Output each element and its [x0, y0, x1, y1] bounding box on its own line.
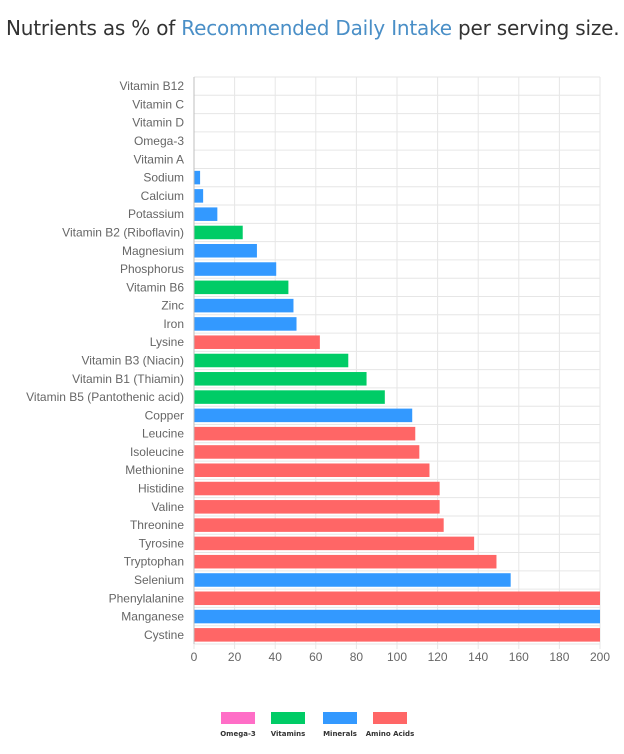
bar	[194, 481, 440, 496]
y-category-label: Methionine	[125, 463, 184, 477]
bar	[194, 353, 349, 368]
y-category-label: Omega-3	[134, 134, 184, 148]
rdi-link[interactable]: Recommended Daily Intake	[181, 16, 452, 40]
nutrient-bar-chart: 0 20 40 60 80 100 120 140 160 180 200 Vitamin B12 Vi…	[26, 76, 610, 664]
x-tick-label: 200	[590, 650, 610, 664]
bar	[194, 225, 243, 240]
chart-heading: Nutrients as % of Recommended Daily Inta…	[6, 16, 620, 40]
legend-label: Vitamins	[270, 730, 306, 738]
legend-item[interactable]: Minerals	[310, 712, 370, 738]
bar	[194, 445, 420, 459]
y-category-label: Vitamin C	[132, 97, 184, 111]
y-category-label: Vitamin B3 (Niacin)	[82, 354, 184, 368]
y-category-label: Tyrosine	[139, 536, 185, 550]
bar	[194, 170, 201, 185]
legend-item[interactable]: Omega-3	[208, 712, 268, 738]
y-category-label: Lysine	[150, 335, 185, 349]
legend-label: Minerals	[323, 730, 357, 738]
bar	[194, 298, 294, 313]
x-tick-label: 100	[387, 650, 407, 664]
y-category-label: Vitamin B5 (Pantothenic acid)	[26, 390, 184, 404]
y-category-label: Histidine	[138, 482, 184, 496]
bar	[194, 408, 413, 423]
y-category-label: Vitamin B1 (Thiamin)	[72, 372, 184, 386]
y-category-label: Valine	[152, 500, 185, 514]
y-category-label: Calcium	[141, 189, 184, 203]
bar	[194, 609, 600, 624]
bar	[194, 243, 257, 258]
bar	[194, 573, 511, 587]
bar	[194, 463, 430, 478]
y-category-label: Sodium	[143, 171, 184, 185]
bar	[194, 500, 440, 514]
y-category-label: Vitamin D	[132, 116, 184, 130]
y-category-label: Vitamin B6	[126, 280, 184, 294]
y-category-label: Threonine	[130, 518, 184, 532]
y-category-label: Vitamin A	[134, 152, 184, 166]
x-tick-label: 60	[309, 650, 323, 664]
bar	[194, 280, 289, 295]
y-category-label: Leucine	[142, 427, 184, 441]
legend-swatch	[221, 712, 255, 724]
bar	[194, 189, 204, 203]
legend-label: Amino Acids	[365, 730, 415, 738]
bar	[194, 591, 600, 606]
legend-swatch	[323, 712, 357, 724]
y-category-label: Phosphorus	[120, 262, 184, 276]
bar	[194, 426, 416, 441]
bar	[194, 554, 497, 569]
y-category-label: Copper	[145, 408, 184, 422]
y-category-label: Iron	[163, 317, 184, 331]
y-category-label: Potassium	[128, 207, 184, 221]
y-category-label: Tryptophan	[124, 555, 184, 569]
y-category-label: Cystine	[144, 628, 184, 642]
legend-item[interactable]: Amino Acids	[360, 712, 420, 738]
bar	[194, 518, 444, 532]
legend-item[interactable]: Vitamins	[258, 712, 318, 738]
y-category-label: Manganese	[121, 610, 184, 624]
legend-label: Omega-3	[220, 730, 256, 738]
legend-swatch	[271, 712, 305, 724]
x-tick-label: 80	[350, 650, 364, 664]
x-tick-label: 0	[191, 650, 198, 664]
bar	[194, 262, 277, 276]
y-category-label: Isoleucine	[130, 445, 184, 459]
chart-legend: Omega-3 Vitamins Minerals Amino Acids	[0, 712, 624, 742]
bar	[194, 390, 385, 404]
bar	[194, 536, 475, 551]
x-tick-label: 140	[468, 650, 488, 664]
x-tick-label: 20	[228, 650, 242, 664]
bar	[194, 207, 218, 221]
bar	[194, 335, 320, 349]
heading-prefix: Nutrients as % of	[6, 16, 182, 40]
heading-suffix: per serving size.	[451, 16, 620, 40]
legend-swatch	[373, 712, 407, 724]
y-category-label: Zinc	[161, 299, 184, 313]
y-category-label: Selenium	[134, 573, 184, 587]
x-tick-label: 40	[269, 650, 283, 664]
bar	[194, 628, 600, 642]
y-category-label: Vitamin B2 (Riboflavin)	[62, 225, 184, 239]
y-category-label: Magnesium	[122, 244, 184, 258]
bar	[194, 372, 367, 386]
bar	[194, 317, 297, 331]
x-tick-label: 180	[549, 650, 569, 664]
x-tick-label: 120	[428, 650, 448, 664]
x-tick-label: 160	[509, 650, 529, 664]
y-category-label: Vitamin B12	[120, 79, 185, 93]
y-category-label: Phenylalanine	[109, 591, 185, 605]
